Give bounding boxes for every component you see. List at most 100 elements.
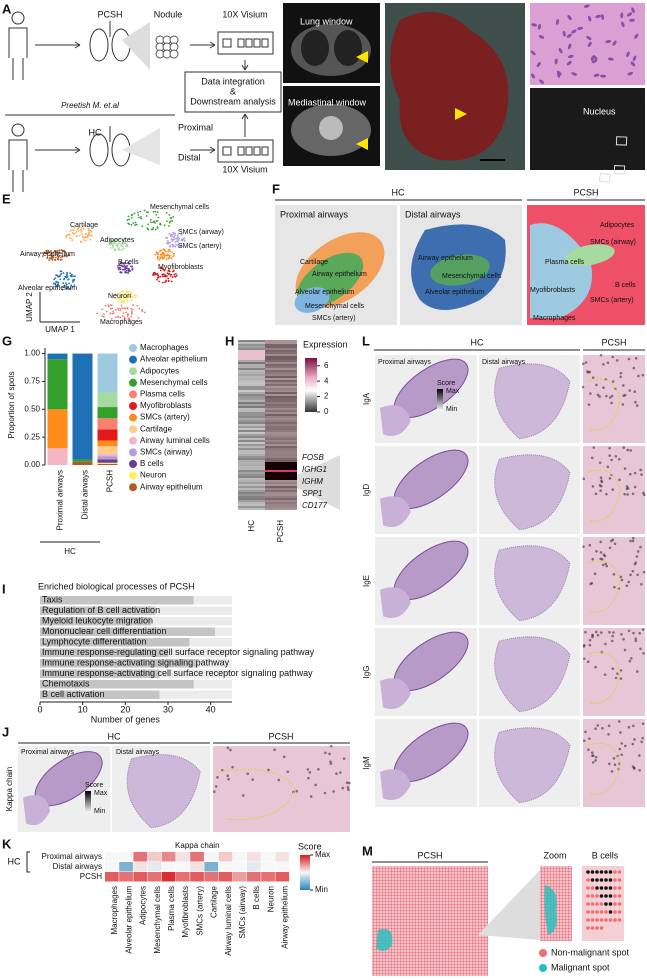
heatmap-row <box>265 498 297 500</box>
nucleus <box>536 61 541 68</box>
umap-point <box>123 241 126 243</box>
malignant-region <box>544 885 557 935</box>
b-cell-spot <box>608 894 613 898</box>
arrow-head <box>209 41 216 49</box>
umap-point <box>180 244 183 247</box>
umap-point <box>137 316 140 319</box>
score-spot <box>629 573 632 577</box>
umap-point <box>60 270 63 273</box>
category-label: Immune response-activating cell surface … <box>42 668 313 678</box>
umap-point <box>173 232 176 235</box>
umap-point <box>63 286 66 288</box>
umap-point <box>130 265 132 267</box>
score-spot <box>594 630 598 634</box>
label: Downstream analysis <box>190 96 276 106</box>
score-spot <box>273 748 276 752</box>
bar-segment <box>72 353 93 460</box>
heatmap-cell <box>232 872 247 882</box>
score-spot <box>599 551 603 554</box>
heatmap-row <box>265 386 297 388</box>
nucleus <box>577 26 584 30</box>
umap-point <box>90 230 92 233</box>
umap-point <box>149 221 152 224</box>
heatmap-row <box>238 474 265 476</box>
cell <box>613 165 626 175</box>
heatmap-cell <box>204 862 219 872</box>
umap-point <box>138 307 141 310</box>
heatmap-row <box>238 428 265 430</box>
umap-point <box>43 251 46 254</box>
heatmap-row <box>238 462 265 464</box>
umap-point <box>172 255 174 258</box>
score-spot <box>631 569 635 573</box>
b-cell-spot <box>604 894 608 898</box>
heatmap-row <box>265 432 297 434</box>
x-tick-label: Airway epithelium <box>281 886 290 949</box>
umap-point <box>125 311 128 314</box>
umap-point <box>112 310 115 313</box>
heatmap-cell <box>133 852 148 862</box>
umap-point <box>122 262 124 264</box>
b-cell-spot <box>617 910 622 914</box>
bar <box>40 638 190 647</box>
umap-point <box>119 271 122 274</box>
heatmap-row <box>238 372 265 374</box>
legend-label: SMCs (airway) <box>140 448 193 457</box>
score-spot <box>615 359 619 362</box>
heatmap-cell <box>232 862 247 872</box>
y-tick-label: 0.00 <box>24 460 40 469</box>
umap-point <box>130 293 133 296</box>
score-spot <box>584 361 588 364</box>
heatmap-row <box>238 426 265 428</box>
arrow-head <box>209 146 216 154</box>
colorbar-label: Max <box>315 850 330 859</box>
umap-point <box>118 300 121 302</box>
umap-point <box>114 308 117 311</box>
umap-point <box>125 269 128 272</box>
umap-point <box>127 215 130 218</box>
umap-point <box>114 248 117 251</box>
heatmap-row <box>265 376 297 378</box>
bar-segment <box>97 440 118 447</box>
heatmap-row <box>238 402 265 404</box>
score-spot <box>227 777 230 781</box>
score-spot <box>591 633 594 637</box>
umap-point <box>62 282 65 285</box>
legend-swatch <box>129 402 137 410</box>
category-label: Myeloid leukocyte migration <box>42 616 153 626</box>
region-label: Proximal airways <box>378 359 431 366</box>
heatmap-row <box>265 444 297 446</box>
score-spot <box>335 772 338 776</box>
x-tick-label: Mesenchymal cells <box>153 886 162 954</box>
score-spot <box>617 720 621 723</box>
score-spot <box>629 657 633 660</box>
heatmap-row <box>238 472 265 474</box>
umap-point <box>117 243 119 246</box>
region-label: Distal airways <box>482 359 526 366</box>
nucleus <box>562 30 566 37</box>
heatmap-row <box>265 494 297 496</box>
heatmap-row <box>238 408 265 410</box>
heatmap-cell <box>190 862 204 872</box>
score-spot <box>641 373 645 377</box>
umap-point <box>156 211 159 213</box>
b-cell-spot <box>604 902 608 906</box>
umap-point <box>130 315 133 318</box>
y-tick-label: 0.50 <box>24 404 40 413</box>
umap-point <box>71 232 74 234</box>
score-spot <box>594 727 597 731</box>
umap-point <box>157 253 159 256</box>
umap-point <box>117 264 119 267</box>
umap-point <box>110 318 113 320</box>
score-spot <box>639 545 642 549</box>
heatmap-row <box>238 350 265 360</box>
umap-point <box>165 211 168 214</box>
umap-point <box>162 253 165 255</box>
umap-point <box>68 234 71 237</box>
score-spot <box>626 486 630 490</box>
score-spot <box>599 540 602 544</box>
x-tick-label: Proximal airways <box>56 470 65 530</box>
x-tick-label: Myofibroblasts <box>181 886 190 938</box>
lung <box>89 133 109 167</box>
